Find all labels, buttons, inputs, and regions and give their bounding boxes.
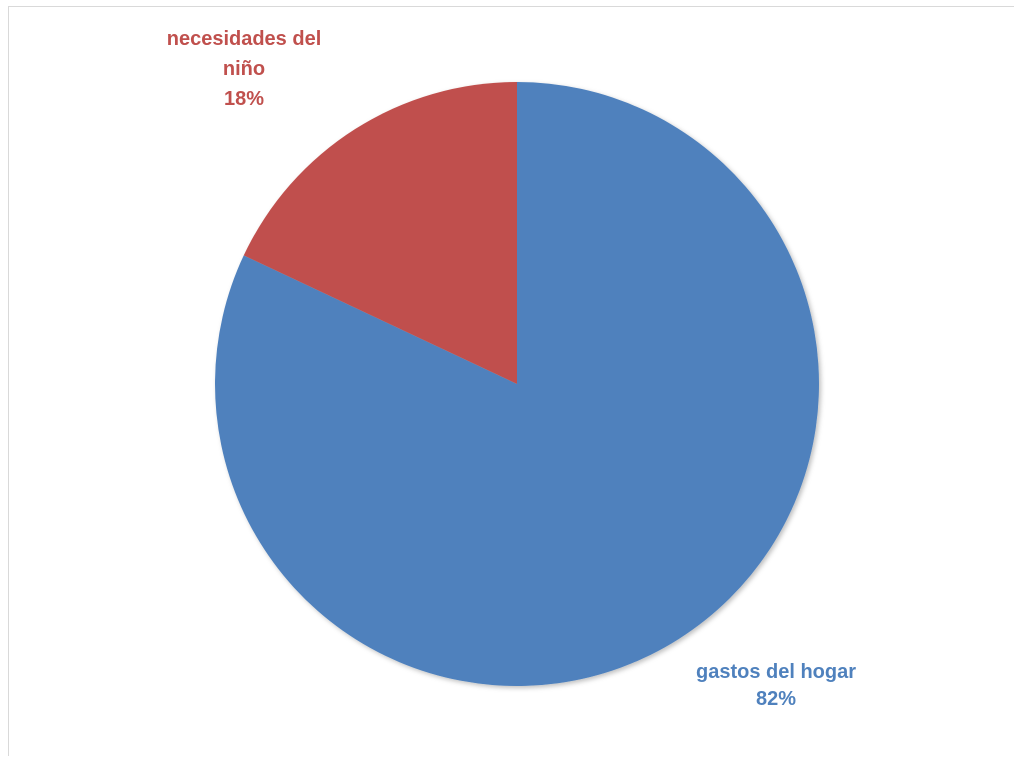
data-label-line: necesidades del [167, 28, 322, 50]
pie-slice-1 [215, 82, 819, 687]
pie-slices [215, 82, 819, 687]
data-label-line: 18% [224, 88, 264, 110]
chart-frame [8, 6, 1014, 756]
pie-slice-2 [243, 82, 517, 384]
data-label-line: gastos del hogar [696, 661, 856, 683]
pie-data-labels: gastos del hogar 82% necesidades del niño 18… [167, 28, 856, 710]
data-label-line: 82% [756, 688, 796, 710]
data-label-line: niño [223, 58, 265, 80]
data-label-2: necesidades del niño 18% [167, 28, 322, 110]
data-label-1: gastos del hogar 82% [696, 661, 856, 710]
